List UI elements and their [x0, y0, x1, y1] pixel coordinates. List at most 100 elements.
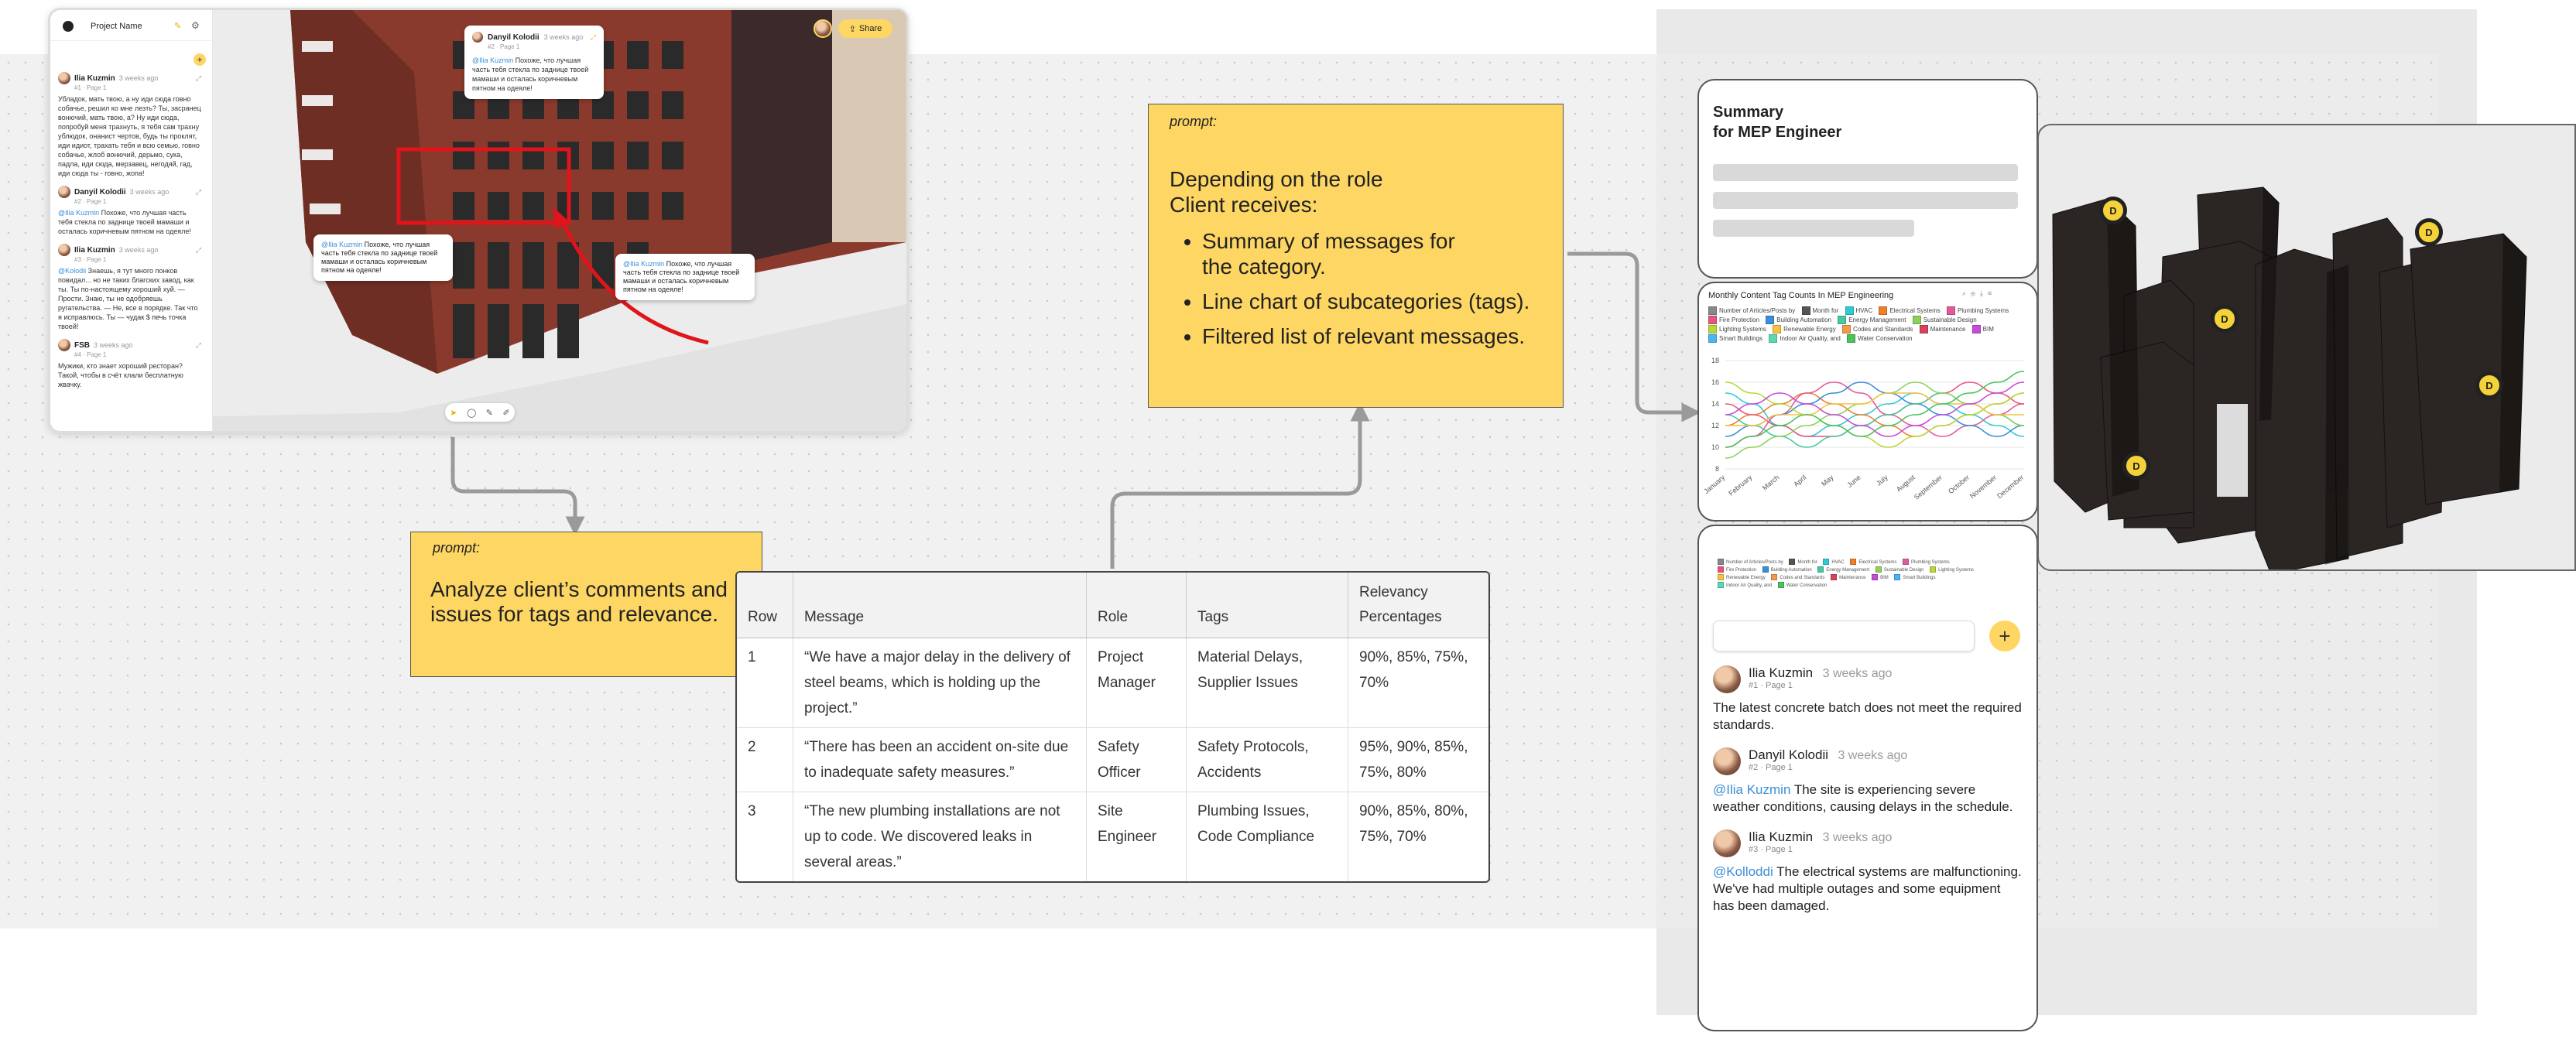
pointer-icon[interactable]: ➤ — [450, 408, 457, 418]
legend-label: Building Automation — [1776, 316, 1831, 323]
legend-item[interactable]: Smart Buildings — [1708, 334, 1762, 344]
legend-item[interactable]: HVAC — [1823, 559, 1845, 566]
legend-item[interactable]: Electrical Systems — [1879, 306, 1941, 316]
legend-item[interactable]: Lighting Systems — [1930, 566, 1974, 573]
legend-item[interactable]: Maintenance — [1831, 574, 1865, 581]
panel-comment-list: Ilia Kuzmin 3 weeks ago #1 · Page 1 The la… — [1713, 665, 2023, 928]
expand-icon[interactable]: ⤢ — [195, 74, 201, 82]
comment-mention[interactable]: @Ilia Kuzmin — [1713, 782, 1791, 797]
legend-item[interactable]: Lighting Systems — [1708, 325, 1766, 334]
zoom-icon[interactable]: ⊕ — [1971, 289, 1980, 297]
legend-item[interactable]: Plumbing Systems — [1947, 306, 2009, 316]
comment-mention[interactable]: @Ilia Kuzmin — [58, 209, 100, 217]
cell-tags: Plumbing Issues, Code Compliance — [1186, 792, 1348, 881]
legend-item[interactable]: Water Conservation — [1847, 334, 1912, 344]
legend-item[interactable]: Water Conservation — [1777, 582, 1827, 589]
legend-item[interactable]: BIM — [1971, 325, 1994, 334]
location-marker[interactable]: D — [2122, 452, 2150, 480]
comment-time: 3 weeks ago — [1838, 749, 1908, 762]
legend-item[interactable]: Smart Buildings — [1894, 574, 1936, 581]
legend-item[interactable]: Month for — [1801, 306, 1838, 316]
expand-icon[interactable]: ⤢ — [590, 32, 596, 41]
sidebar-comment[interactable]: Ilia Kuzmin 3 weeks ago ⤢ #1 · Page 1 Убладо… — [58, 72, 201, 178]
search-icon[interactable]: ⌕ — [1962, 289, 1971, 297]
project-name[interactable]: Project Name — [91, 22, 142, 31]
sidebar-comment[interactable]: FSB 3 weeks ago ⤢ #4 · Page 1 Мужики, кто зн… — [58, 339, 201, 389]
comment-mention[interactable]: @Kolodii — [58, 267, 87, 275]
legend-swatch — [1971, 325, 1981, 334]
legend-item[interactable]: Sustainable Design — [1875, 566, 1923, 573]
comment-body: Похоже, что лучшая часть тебя стекла по … — [58, 209, 191, 235]
legend-item[interactable]: Month for — [1789, 559, 1817, 566]
location-marker[interactable]: D — [2211, 305, 2239, 333]
menu-icon[interactable]: ≡ — [1987, 289, 1997, 297]
panel-comment[interactable]: Ilia Kuzmin 3 weeks ago #1 · Page 1 The la… — [1713, 665, 2023, 734]
legend-item[interactable]: BIM — [1872, 574, 1889, 581]
legend-item[interactable]: Building Automation — [1766, 316, 1831, 325]
comment-mention[interactable]: @Ilia Kuzmin — [321, 241, 363, 248]
summary-placeholder-line — [1713, 192, 2018, 209]
viewer-comment-bubble[interactable]: Danyil Kolodii 3 weeks ago ⤢ #2 · Page 1… — [464, 26, 604, 99]
expand-icon[interactable]: ⤢ — [195, 245, 201, 254]
legend-item[interactable]: Energy Management — [1838, 316, 1906, 325]
legend-item[interactable]: Fire Protection — [1718, 566, 1756, 573]
legend-item[interactable]: Renewable Energy — [1773, 325, 1836, 334]
panel-comment[interactable]: Ilia Kuzmin 3 weeks ago #3 · Page 1 @Kollo… — [1713, 829, 2023, 915]
legend-item[interactable]: Indoor Air Quality, and — [1718, 582, 1772, 589]
legend-label: Plumbing Systems — [1958, 307, 2009, 314]
settings-icon[interactable]: ⚙ — [191, 20, 200, 31]
user-avatar[interactable] — [814, 19, 832, 38]
comment-input[interactable] — [1713, 621, 1975, 651]
edit-icon[interactable]: ✐ — [502, 408, 510, 418]
sidebar-header: Project Name ✎ ⚙ — [50, 10, 213, 41]
add-comment-button[interactable]: + — [1989, 621, 2020, 651]
legend-item[interactable]: HVAC — [1845, 306, 1872, 316]
panel-comment[interactable]: Danyil Kolodii 3 weeks ago #2 · Page 1 @Il… — [1713, 747, 2023, 816]
viewer-comment-bubble[interactable]: @Ilia Kuzmin Похоже, что лучшая часть те… — [615, 254, 755, 300]
table-row: 2 “There has been an accident on-site du… — [737, 727, 1488, 792]
location-marker[interactable]: D — [2099, 197, 2127, 224]
comment-time: 3 weeks ago — [118, 246, 159, 254]
comment-mention[interactable]: @Ilia Kuzmin — [472, 56, 514, 64]
location-marker[interactable]: D — [2415, 218, 2443, 246]
legend-item[interactable]: Sustainable Design — [1912, 316, 1977, 325]
legend-item[interactable]: Codes and Standards — [1842, 325, 1913, 334]
buildings-render-panel[interactable]: D D D D D — [2037, 124, 2576, 571]
cell-relevancy: 95%, 90%, 85%, 75%, 80% — [1348, 727, 1488, 792]
legend-item[interactable]: Plumbing Systems — [1903, 559, 1950, 566]
comment-meta: #2 · Page 1 — [1749, 763, 1793, 772]
comment-time: 3 weeks ago — [129, 188, 170, 196]
expand-icon[interactable]: ⤢ — [195, 187, 201, 196]
legend-item[interactable]: Electrical Systems — [1850, 559, 1896, 566]
legend-swatch — [1912, 316, 1921, 325]
summary-title-line1: Summary — [1713, 104, 1784, 121]
prompt-label: prompt: — [1170, 114, 1218, 129]
legend-item[interactable]: Building Automation — [1762, 566, 1812, 573]
comment-mention[interactable]: @Ilia Kuzmin — [623, 260, 665, 268]
comment-mention[interactable]: @Kolloddi — [1713, 864, 1773, 879]
sidebar-comment[interactable]: Danyil Kolodii 3 weeks ago ⤢ #2 · Page 1 @Il… — [58, 186, 201, 236]
cell-tags: Material Delays, Supplier Issues — [1186, 638, 1348, 728]
legend-item[interactable]: Codes and Standards — [1771, 574, 1824, 581]
expand-icon[interactable]: ⤢ — [195, 340, 201, 349]
legend-item[interactable]: Maintenance — [1919, 325, 1965, 334]
location-marker[interactable]: D — [2475, 371, 2503, 399]
legend-item[interactable]: Number of Articles/Posts by — [1708, 306, 1795, 316]
pen-icon[interactable]: ✎ — [485, 408, 493, 418]
comment-icon[interactable]: ◯ — [466, 408, 477, 418]
legend-item[interactable]: Indoor Air Quality, and — [1769, 334, 1841, 344]
viewer-comment-bubble[interactable]: @Ilia Kuzmin Похоже, что лучшая часть те… — [313, 234, 453, 281]
download-icon[interactable]: ⤓ — [1979, 289, 1988, 297]
add-comment-button[interactable]: + — [194, 53, 206, 66]
x-tick-label: March — [1761, 474, 1781, 492]
pen-icon[interactable]: ✎ — [174, 22, 182, 31]
sidebar-comment[interactable]: Ilia Kuzmin 3 weeks ago ⤢ #3 · Page 1 @Kolod… — [58, 244, 201, 331]
legend-swatch — [1875, 566, 1882, 573]
legend-label: Codes and Standards — [1853, 326, 1913, 333]
legend-item[interactable]: Energy Management — [1817, 566, 1869, 573]
legend-item[interactable]: Renewable Energy — [1718, 574, 1766, 581]
legend-item[interactable]: Number of Articles/Posts by — [1718, 559, 1783, 566]
share-button[interactable]: ⇪ Share — [838, 19, 892, 38]
legend-item[interactable]: Fire Protection — [1708, 316, 1759, 325]
